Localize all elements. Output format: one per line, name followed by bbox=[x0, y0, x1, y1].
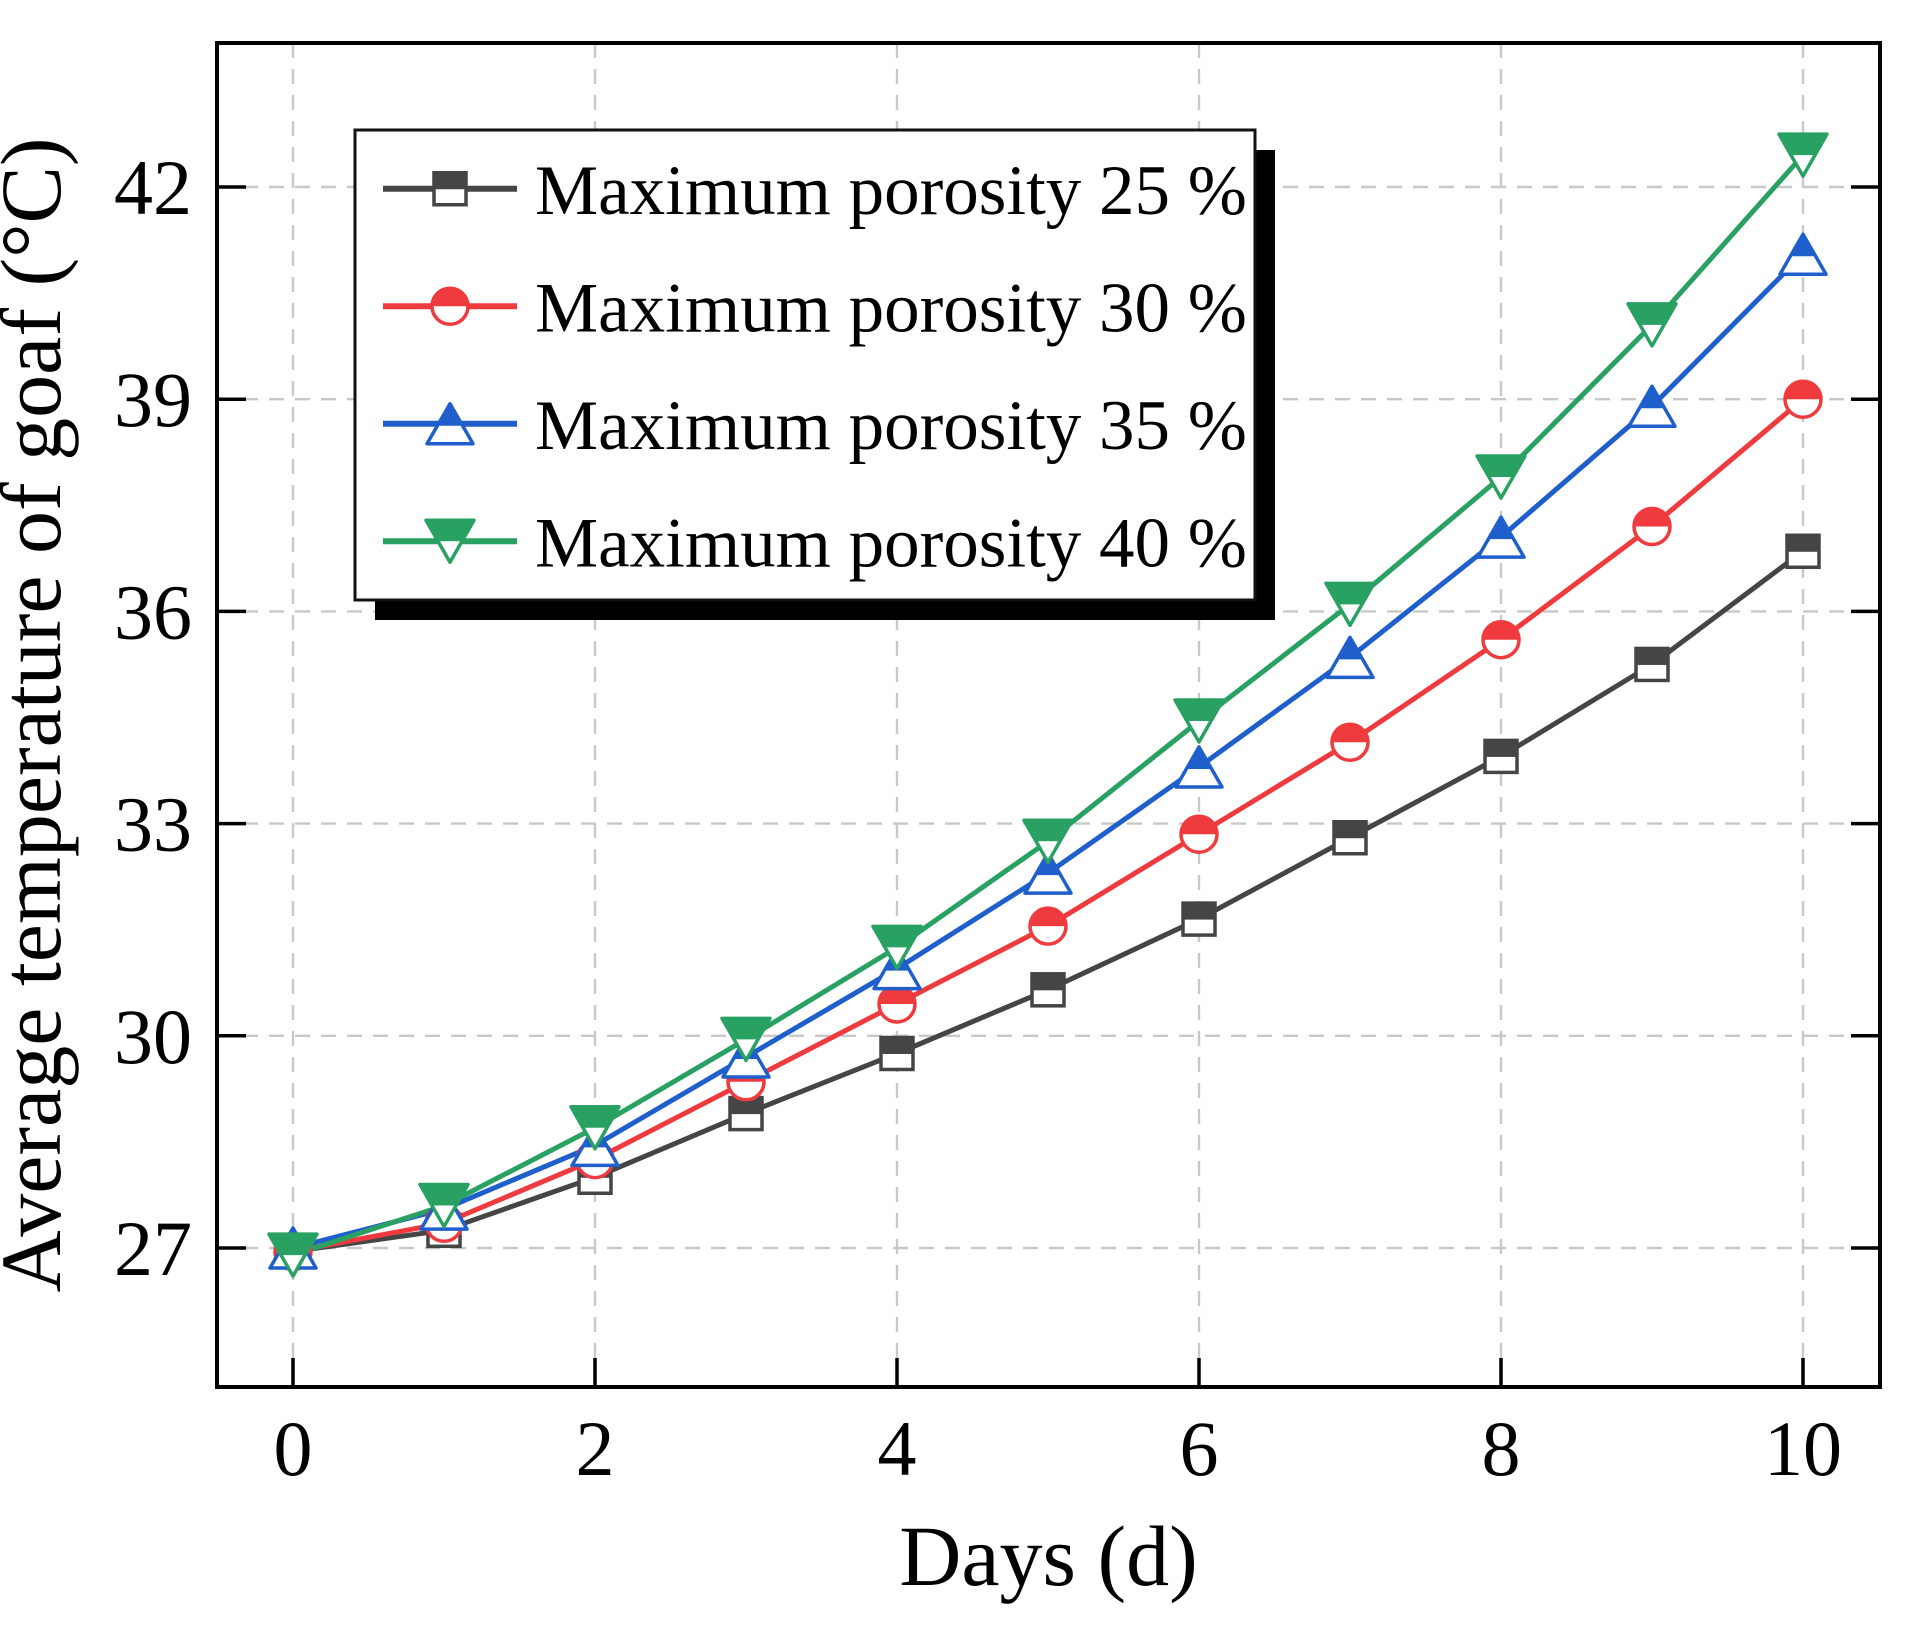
x-tick-label: 6 bbox=[1180, 1405, 1219, 1492]
triangle-down-marker-fill bbox=[1628, 303, 1676, 325]
y-axis-title: Average temperature of goaf (°C) bbox=[0, 138, 79, 1293]
triangle-down-marker-fill bbox=[1175, 700, 1223, 722]
legend: Maximum porosity 25 % Maximum porosity 30… bbox=[353, 128, 1275, 620]
square-marker-fill bbox=[1484, 739, 1518, 757]
circle-marker-fill bbox=[1332, 724, 1368, 743]
x-tick-labels: 0 2 4 6 8 10 bbox=[274, 1405, 1843, 1492]
triangle-down-marker-fill bbox=[873, 926, 921, 948]
triangle-down-marker-fill bbox=[1024, 820, 1072, 842]
circle-marker-fill bbox=[432, 288, 468, 307]
triangle-up-marker-fill bbox=[1337, 637, 1363, 660]
triangle-down-marker-fill bbox=[722, 1018, 770, 1040]
legend-label: Maximum porosity 40 % bbox=[535, 504, 1247, 582]
circle-marker-fill bbox=[1634, 508, 1670, 527]
y-tick-label: 33 bbox=[114, 781, 192, 868]
legend-item: Maximum porosity 35 % bbox=[383, 387, 1247, 465]
triangle-up-marker-fill bbox=[1639, 386, 1665, 409]
y-tick-label: 27 bbox=[114, 1205, 192, 1292]
square-marker-fill bbox=[1182, 902, 1216, 920]
circle-marker-fill bbox=[1483, 621, 1519, 640]
x-tick-label: 0 bbox=[274, 1405, 313, 1492]
triangle-up-marker-fill bbox=[1186, 747, 1212, 770]
square-marker-fill bbox=[1786, 534, 1820, 552]
square-marker-fill bbox=[880, 1036, 914, 1054]
series-markers-40 bbox=[267, 132, 1829, 1278]
square-marker-fill bbox=[433, 172, 467, 190]
legend-item: Maximum porosity 25 % bbox=[383, 152, 1247, 230]
legend-item: Maximum porosity 40 % bbox=[383, 504, 1247, 582]
x-axis-title: Days (d) bbox=[899, 1508, 1198, 1604]
triangle-down-marker-fill bbox=[1779, 134, 1827, 156]
square-marker-fill bbox=[1333, 821, 1367, 839]
triangle-down-marker-fill bbox=[1477, 456, 1525, 478]
plot-border bbox=[215, 41, 1882, 1389]
legend-label: Maximum porosity 25 % bbox=[535, 152, 1247, 230]
y-tick-labels: 27 30 33 36 39 42 bbox=[114, 144, 192, 1292]
triangle-up-marker-fill bbox=[1488, 517, 1514, 540]
circle-marker-fill bbox=[1181, 816, 1217, 835]
y-tick-label: 42 bbox=[114, 144, 192, 231]
circle-marker-fill bbox=[1030, 908, 1066, 927]
x-tick-label: 10 bbox=[1764, 1405, 1842, 1492]
legend-label: Maximum porosity 30 % bbox=[535, 269, 1247, 347]
circle-marker-fill bbox=[1785, 381, 1821, 400]
triangle-up-marker-fill bbox=[437, 403, 463, 426]
triangle-up-marker-fill bbox=[1035, 853, 1061, 876]
triangle-down-marker-fill bbox=[420, 1184, 468, 1206]
axis-ticks bbox=[219, 185, 1878, 1385]
x-tick-label: 8 bbox=[1482, 1405, 1521, 1492]
legend-box bbox=[353, 128, 1257, 602]
x-tick-label: 2 bbox=[576, 1405, 615, 1492]
circle-marker-fill bbox=[879, 985, 915, 1004]
triangle-down-marker-fill bbox=[426, 520, 474, 542]
x-tick-label: 4 bbox=[878, 1405, 917, 1492]
square-marker-fill bbox=[1031, 973, 1065, 991]
grid-lines bbox=[217, 43, 1880, 1387]
y-tick-label: 39 bbox=[114, 356, 192, 443]
triangle-down-marker-fill bbox=[269, 1234, 317, 1256]
y-tick-label: 36 bbox=[114, 568, 192, 655]
y-tick-label: 30 bbox=[114, 993, 192, 1080]
triangle-up-marker-fill bbox=[1790, 234, 1816, 257]
triangle-down-marker-fill bbox=[1326, 583, 1374, 605]
triangle-down-marker-fill bbox=[571, 1106, 619, 1128]
legend-label: Maximum porosity 35 % bbox=[535, 387, 1247, 465]
legend-item: Maximum porosity 30 % bbox=[383, 269, 1247, 347]
square-marker-fill bbox=[1635, 647, 1669, 665]
